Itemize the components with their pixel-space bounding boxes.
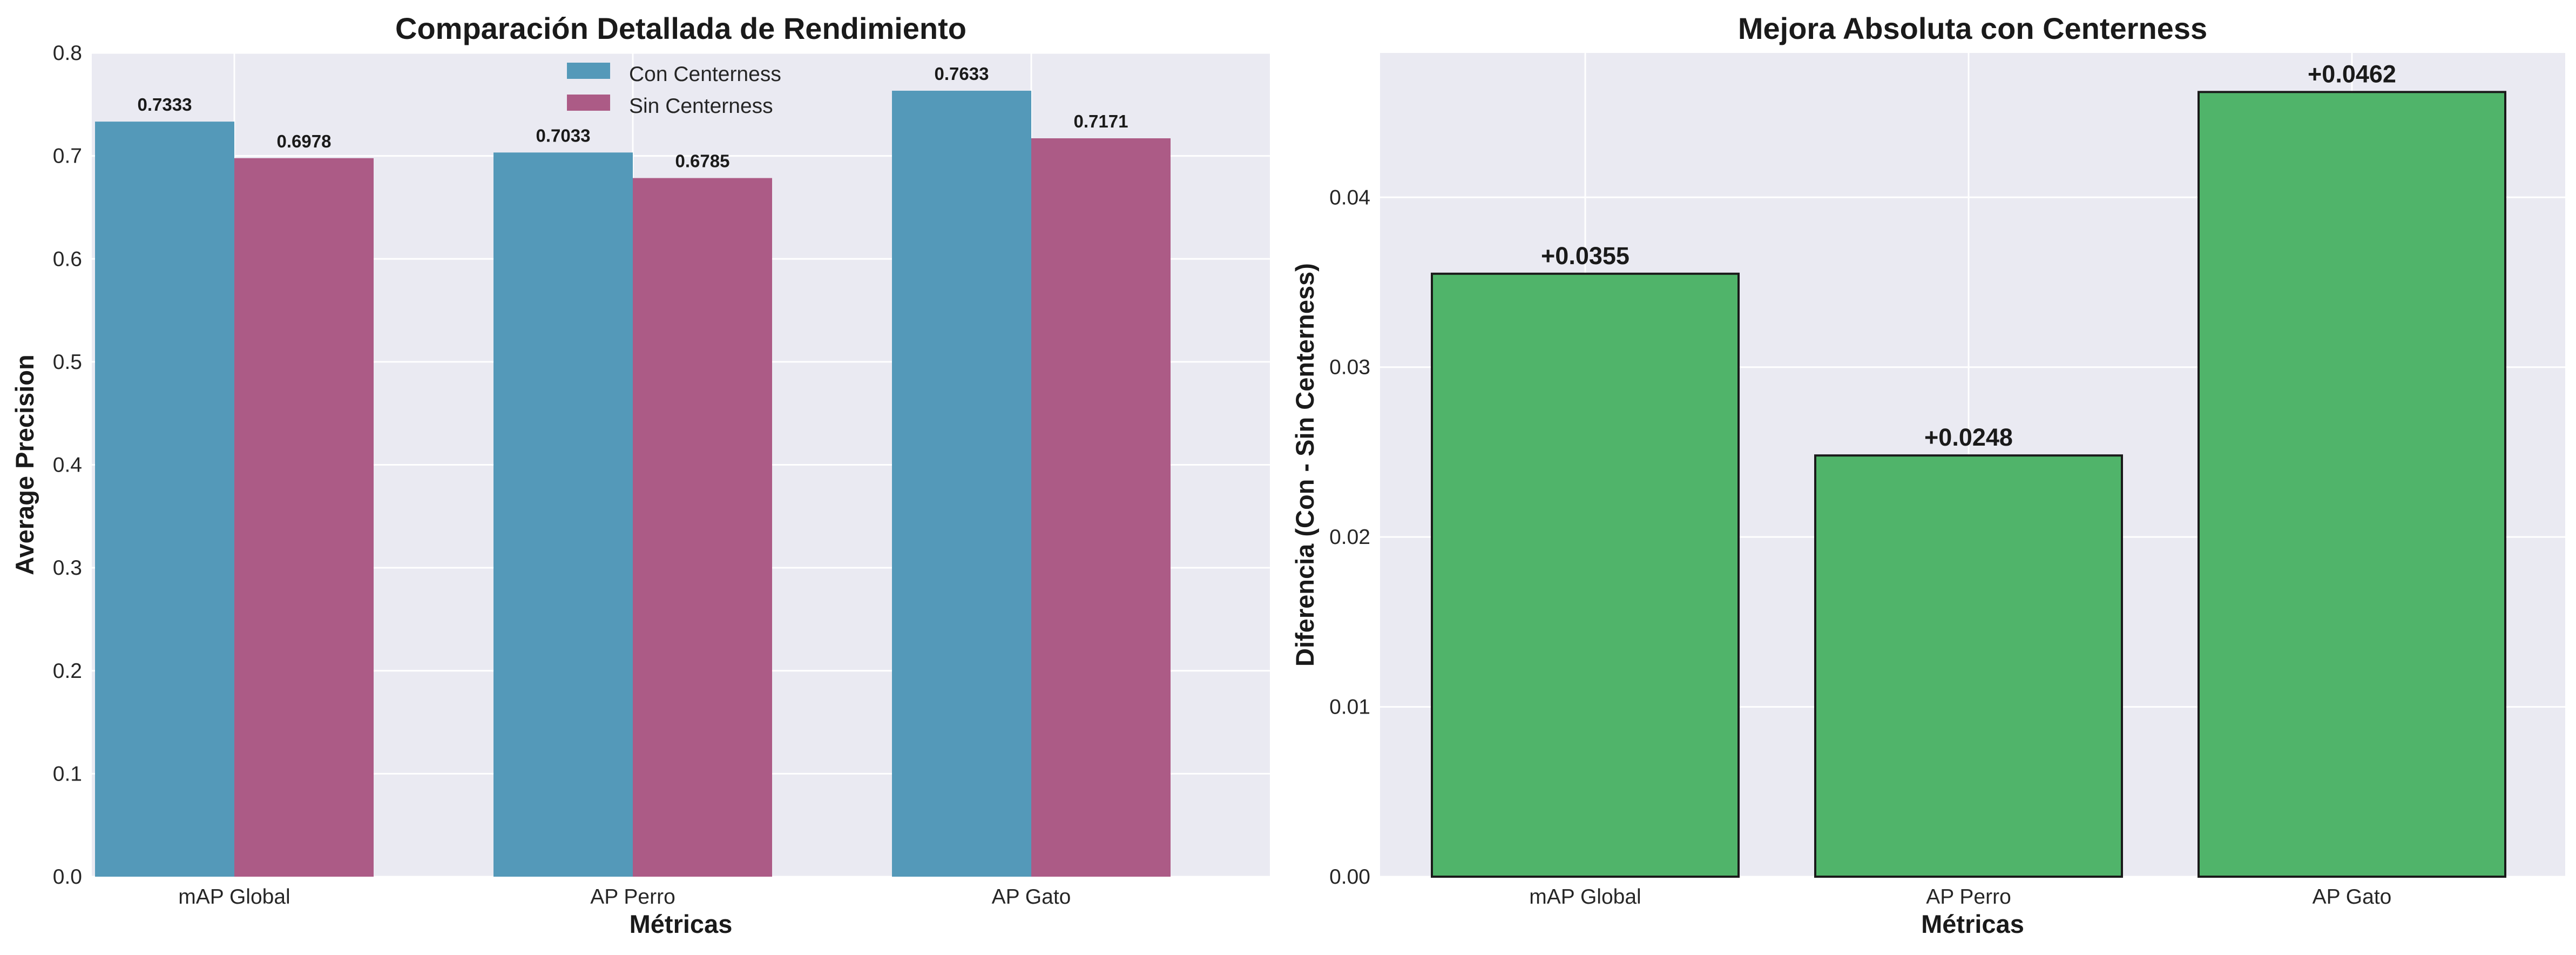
data-label-ap-gato: +0.0462 — [2308, 60, 2396, 88]
x-tick-label-ap-perro: AP Perro — [1926, 885, 2011, 909]
bar-sin-centerness-ap-perro — [633, 178, 772, 877]
bar-ap-gato — [2198, 91, 2506, 878]
data-label-con-centerness-ap-gato: 0.7633 — [935, 64, 989, 84]
left-y-tick-labels: 0.0 0.1 0.2 0.3 0.4 0.5 0.6 0.7 0.8 — [53, 42, 82, 889]
bar-con-centerness-map-global — [95, 122, 234, 877]
legend-label-con-centerness: Con Centerness — [629, 63, 781, 86]
x-tick-label-map-global: mAP Global — [1529, 885, 1641, 909]
y-tick-label: 0.0 — [53, 865, 82, 889]
performance-comparison-chart: 0.7333 0.7033 0.7633 0.6978 0.6785 0.7171 0.0… — [10, 11, 1270, 938]
left-chart-title: Comparación Detallada de Rendimiento — [395, 11, 966, 45]
left-x-axis-label: Métricas — [630, 910, 733, 938]
legend-swatch-sin-centerness — [567, 95, 610, 111]
y-tick-label: 0.02 — [1329, 526, 1370, 549]
y-tick-label: 0.7 — [53, 145, 82, 168]
y-tick-label: 0.3 — [53, 556, 82, 580]
right-y-tick-labels: 0.00 0.01 0.02 0.03 0.04 — [1329, 186, 1370, 889]
bar-map-global — [1431, 272, 1740, 878]
y-tick-label: 0.03 — [1329, 356, 1370, 379]
bar-sin-centerness-map-global — [234, 158, 374, 877]
y-tick-label: 0.6 — [53, 247, 82, 271]
left-x-tick-labels: mAP Global AP Perro AP Gato — [178, 885, 1071, 909]
data-label-con-centerness-ap-perro: 0.7033 — [536, 125, 591, 145]
y-tick-label: 0.04 — [1329, 186, 1370, 209]
y-tick-label: 0.8 — [53, 42, 82, 65]
y-tick-label: 0.01 — [1329, 696, 1370, 719]
bar-sin-centerness-ap-gato — [1031, 138, 1171, 877]
data-label-sin-centerness-ap-gato: 0.7171 — [1074, 111, 1128, 131]
y-tick-label: 0.4 — [53, 454, 82, 477]
y-tick-label: 0.5 — [53, 351, 82, 374]
right-bars — [1431, 91, 2506, 878]
right-y-axis-label: Diferencia (Con - Sin Centerness) — [1290, 263, 1319, 667]
right-x-tick-labels: mAP Global AP Perro AP Gato — [1529, 885, 2391, 909]
left-y-axis-label: Average Precision — [10, 354, 39, 575]
data-label-con-centerness-map-global: 0.7333 — [138, 95, 192, 115]
y-tick-label: 0.2 — [53, 660, 82, 683]
legend-swatch-con-centerness — [567, 63, 610, 79]
bar-con-centerness-ap-perro — [493, 152, 633, 877]
y-tick-label: 0.1 — [53, 762, 82, 785]
data-label-ap-perro: +0.0248 — [1924, 423, 2013, 451]
data-label-sin-centerness-ap-perro: 0.6785 — [675, 151, 730, 171]
x-tick-label-ap-gato: AP Gato — [992, 885, 1071, 909]
left-data-labels: 0.7333 0.7033 0.7633 0.6978 0.6785 0.7171 — [138, 64, 1128, 171]
bar-con-centerness-ap-gato — [892, 90, 1031, 877]
x-tick-label-ap-perro: AP Perro — [590, 885, 675, 909]
absolute-improvement-chart: +0.0355+0.0248+0.0462 0.000.010.020.030.… — [1290, 11, 2565, 938]
x-tick-label-ap-gato: AP Gato — [2313, 885, 2392, 909]
left-bars — [95, 90, 1171, 877]
right-x-axis-label: Métricas — [1921, 910, 2024, 938]
bar-ap-perro — [1814, 454, 2123, 878]
x-tick-label-map-global: mAP Global — [178, 885, 290, 909]
data-label-sin-centerness-map-global: 0.6978 — [277, 131, 332, 151]
legend-label-sin-centerness: Sin Centerness — [629, 95, 773, 118]
y-tick-label: 0.00 — [1329, 865, 1370, 889]
right-data-labels: +0.0355 +0.0248 +0.0462 — [1541, 60, 2396, 451]
right-chart-title: Mejora Absoluta con Centerness — [1738, 11, 2207, 45]
data-label-map-global: +0.0355 — [1541, 242, 1630, 270]
legend: Con Centerness Sin Centerness — [567, 63, 781, 118]
